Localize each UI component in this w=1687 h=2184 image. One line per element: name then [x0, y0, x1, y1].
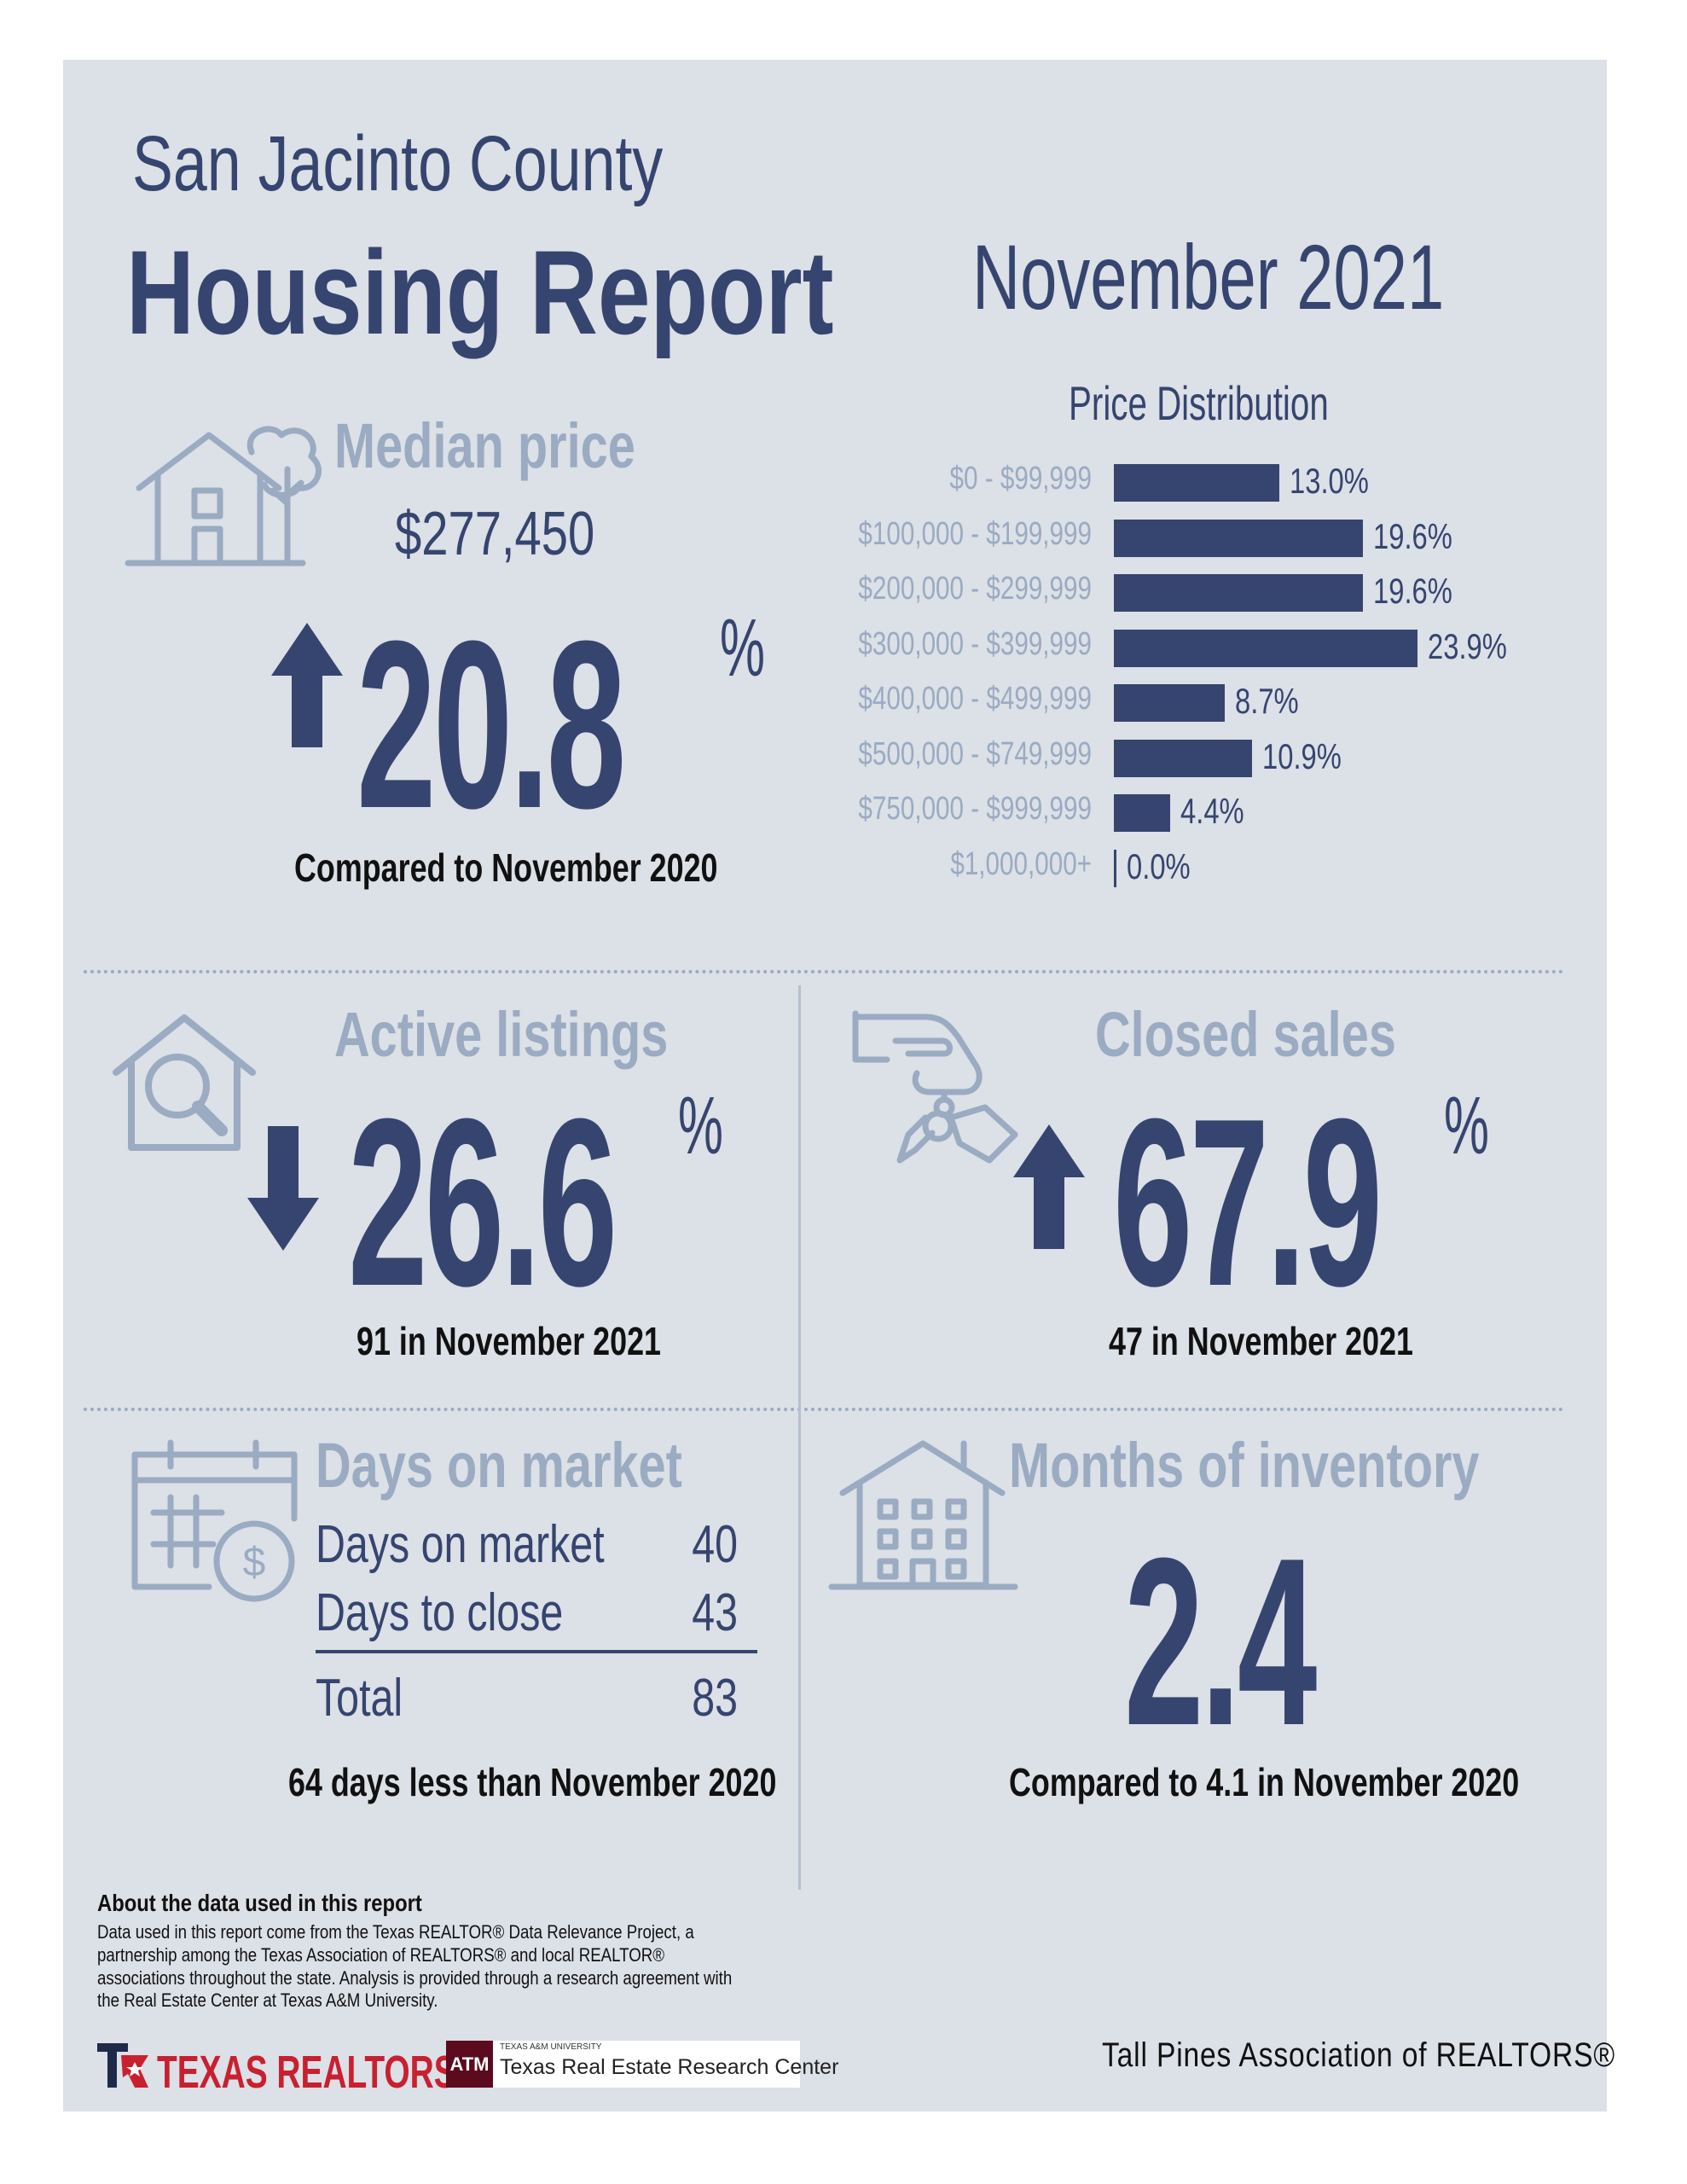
price-bar-value: 8.7%	[1234, 681, 1299, 721]
price-bar	[1114, 629, 1417, 667]
building-icon	[828, 1440, 1018, 1590]
association-name: Tall Pines Association of REALTORS®	[1102, 2036, 1615, 2074]
median-price-change: 20.8	[357, 592, 626, 858]
total-value: 83	[692, 1669, 738, 1728]
median-price-percent-sign: %	[720, 602, 765, 694]
days-on-market-value: 40	[692, 1515, 738, 1574]
closed-sales-percent-sign: %	[1444, 1080, 1489, 1171]
price-bar-label: $0 - $99,999	[949, 461, 1092, 497]
down-arrow-icon	[247, 1126, 319, 1251]
report-title: Housing Report	[126, 225, 834, 359]
price-bar	[1114, 574, 1363, 612]
days-to-close-value: 43	[692, 1583, 738, 1642]
price-bar-value: 13.0%	[1289, 461, 1369, 501]
house-tree-icon	[125, 426, 322, 566]
days-on-market-caption: 64 days less than November 2020	[288, 1760, 777, 1804]
about-body: Data used in this report come from the T…	[97, 1921, 733, 2012]
total-label: Total	[316, 1669, 403, 1728]
divider-vertical	[798, 985, 801, 1890]
report-period: November 2021	[972, 225, 1445, 328]
months-inventory-title: Months of inventory	[1009, 1430, 1480, 1501]
price-bar-row: $400,000 - $499,999 8.7%	[0, 677, 1687, 729]
tamu-seal: ATM	[446, 2041, 493, 2088]
price-bar	[1114, 519, 1363, 557]
total-rule	[316, 1650, 757, 1653]
price-bar	[1114, 739, 1253, 777]
price-bar-label: $200,000 - $299,999	[858, 571, 1092, 607]
divider-middle	[84, 1408, 1564, 1411]
tamu-logo-box	[446, 2041, 800, 2088]
texas-realtors-logo	[97, 2043, 148, 2088]
median-price-caption: Compared to November 2020	[294, 845, 718, 890]
price-bar-row: $750,000 - $999,999 4.4%	[0, 787, 1687, 839]
median-price-value: $277,450	[395, 500, 595, 568]
texas-realtors-wordmark: TEXAS REALTORS	[157, 2047, 456, 2098]
days-on-market-label: Days on market	[316, 1515, 605, 1574]
months-inventory-caption: Compared to 4.1 in November 2020	[1009, 1760, 1520, 1804]
price-bar-value: 19.6%	[1372, 515, 1452, 556]
price-bar-row: $500,000 - $749,999 10.9%	[0, 733, 1687, 784]
days-on-market-title: Days on market	[316, 1430, 682, 1501]
active-listings-change: 26.6	[348, 1070, 617, 1336]
price-bar-row: $200,000 - $299,999 19.6%	[0, 567, 1687, 619]
divider-top	[84, 970, 1564, 973]
price-bar-label: $100,000 - $199,999	[858, 515, 1092, 552]
price-bar-value: 23.9%	[1428, 625, 1507, 666]
median-price-title: Median price	[334, 410, 635, 481]
price-bar-label: $750,000 - $999,999	[858, 791, 1092, 827]
price-bar-value: 4.4%	[1180, 791, 1244, 831]
price-bar-row: $0 - $99,999 13.0%	[0, 457, 1687, 508]
county-name: San Jacinto County	[132, 120, 664, 207]
price-bar-label: $400,000 - $499,999	[858, 681, 1092, 717]
price-bar-value: 19.6%	[1372, 571, 1452, 611]
closed-sales-caption: 47 in November 2021	[1109, 1319, 1413, 1363]
active-listings-caption: 91 in November 2021	[357, 1319, 661, 1363]
price-bar	[1114, 464, 1279, 502]
price-bar-row: $300,000 - $399,999 23.9%	[0, 623, 1687, 674]
price-bar	[1114, 849, 1116, 887]
price-bar-row: $1,000,000+ 0.0%	[0, 843, 1687, 894]
price-bar-value: 0.0%	[1127, 845, 1191, 886]
closed-sales-change: 67.9	[1113, 1070, 1383, 1336]
price-distribution-title: Price Distribution	[1069, 376, 1329, 430]
price-bar-value: 10.9%	[1262, 735, 1342, 776]
tamu-center-name: Texas Real Estate Research Center	[500, 2055, 839, 2079]
days-to-close-label: Days to close	[316, 1583, 564, 1642]
price-bar-row: $100,000 - $199,999 19.6%	[0, 513, 1687, 564]
tamu-university-label: TEXAS A&M UNIVERSITY	[500, 2042, 602, 2052]
calendar-dollar-icon: $	[131, 1439, 298, 1602]
price-bar-label: $1,000,000+	[950, 845, 1092, 882]
months-inventory-value: 2.4	[1124, 1509, 1317, 1775]
hand-keys-icon	[852, 1010, 1018, 1164]
up-arrow-icon	[271, 623, 343, 747]
price-bar	[1114, 794, 1170, 832]
price-bar-label: $300,000 - $399,999	[858, 625, 1092, 662]
report-panel	[63, 60, 1607, 2111]
about-heading: About the data used in this report	[97, 1890, 422, 1916]
active-listings-title: Active listings	[334, 999, 669, 1070]
price-bar-label: $500,000 - $749,999	[858, 735, 1092, 772]
up-arrow-icon	[1013, 1124, 1085, 1249]
closed-sales-title: Closed sales	[1095, 999, 1396, 1070]
house-search-icon	[113, 1014, 256, 1151]
svg-text:$: $	[243, 1540, 266, 1585]
price-bar	[1114, 684, 1225, 722]
active-listings-percent-sign: %	[678, 1080, 723, 1171]
